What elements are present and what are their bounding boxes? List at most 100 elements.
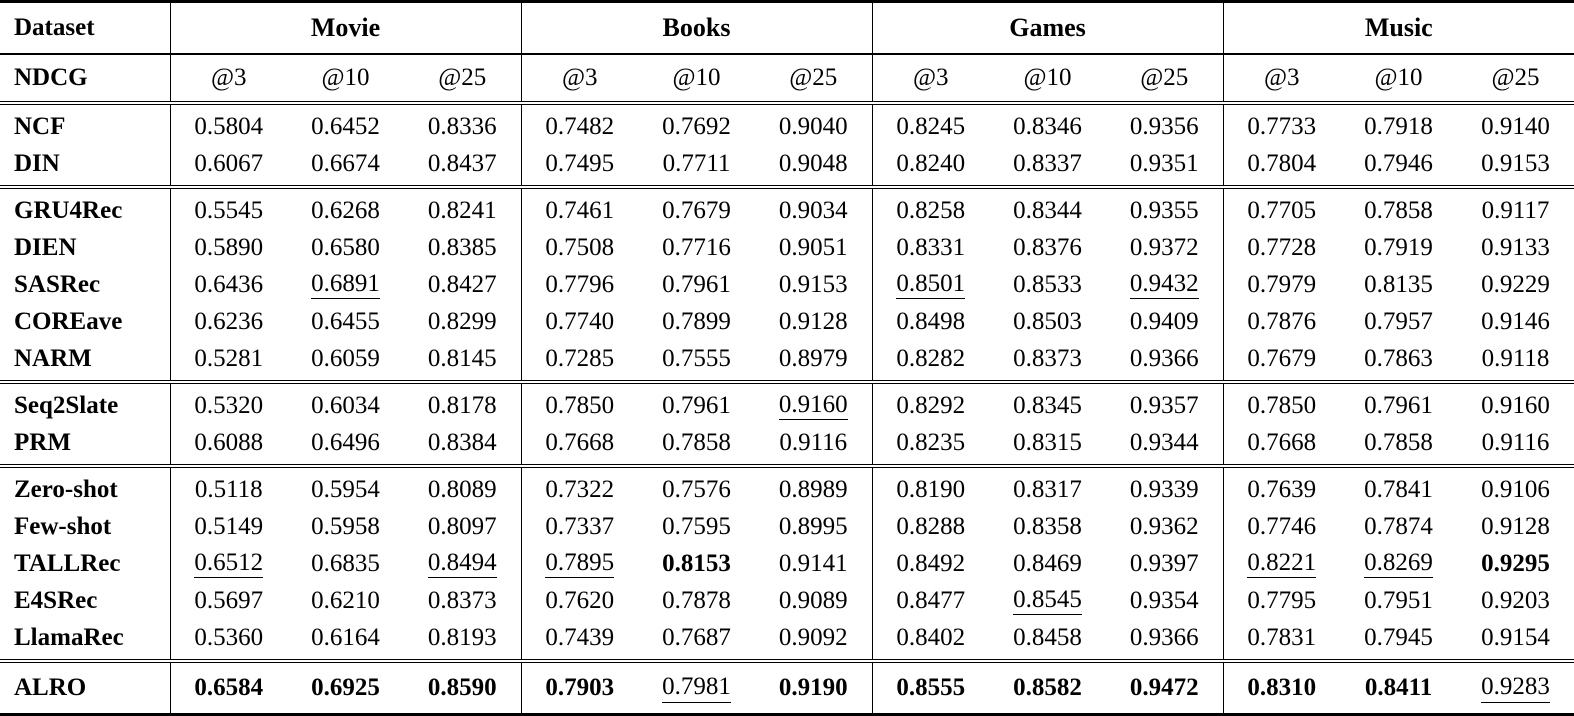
table-cell: 0.7804 (1223, 145, 1340, 187)
cell-value: 0.8545 (1013, 586, 1082, 616)
table-row-seq2slate: Seq2Slate 0.5320 0.6034 0.8178 0.7850 0.7961 0… (0, 380, 1574, 424)
metric-header-row: NDCG @3 @10 @25 @3 @10 @25 @3 @10 @25 @3 @10 @25 (0, 54, 1574, 103)
table-cell: 0.7285 (521, 340, 638, 382)
cell-value: 0.9133 (1481, 233, 1550, 261)
cell-value: 0.9356 (1129, 112, 1199, 140)
table-cell: 0.5281 (170, 340, 287, 382)
cell-value: 0.8317 (1013, 475, 1082, 503)
cell-value: 0.8346 (1013, 112, 1082, 140)
cell-value: 0.8555 (896, 674, 966, 702)
table-cell: 0.9190 (755, 659, 873, 715)
table-cell: 0.7337 (521, 508, 638, 545)
table-cell: 0.9339 (1106, 464, 1224, 508)
cell-value: 0.9344 (1129, 428, 1199, 456)
cell-value: 0.6088 (194, 428, 264, 456)
table-cell: 0.6067 (170, 145, 287, 187)
table-cell: 0.5149 (170, 508, 287, 545)
table-cell: 0.8995 (755, 508, 873, 545)
table-cell: 0.8241 (404, 185, 522, 229)
cell-value: 0.7918 (1364, 112, 1433, 140)
table-cell: 0.7918 (1340, 101, 1458, 145)
cell-value: 0.7850 (1247, 391, 1317, 419)
table-section-2: Seq2Slate 0.5320 0.6034 0.8178 0.7850 0.7961 0… (0, 380, 1574, 466)
table-row-gru4rec: GRU4Rec 0.5545 0.6268 0.8241 0.7461 0.7679 0.9… (0, 185, 1574, 229)
table-cell: 0.8269 (1340, 545, 1457, 582)
cell-value: 0.8235 (896, 428, 966, 456)
cell-value: 0.9092 (778, 623, 848, 651)
table-cell: 0.8345 (989, 380, 1107, 424)
table-cell: 0.7796 (521, 266, 638, 303)
cell-value: 0.8299 (427, 307, 497, 335)
cell-value: 0.9160 (1481, 391, 1550, 419)
cell-value: 0.9153 (1481, 149, 1550, 177)
cell-value: 0.7961 (662, 270, 731, 298)
table-cell: 0.8373 (404, 582, 522, 619)
cell-value: 0.6455 (311, 307, 380, 335)
table-cell: 0.7876 (1223, 303, 1340, 340)
table-cell: 0.9089 (755, 582, 873, 619)
table-cell: 0.7899 (638, 303, 755, 340)
table-cell: 0.9357 (1106, 380, 1224, 424)
metric-header-books-at10: @10 (672, 64, 721, 92)
cell-value: 0.7620 (545, 586, 615, 614)
table-cell: 0.7692 (638, 101, 755, 145)
cell-value: 0.7439 (545, 623, 615, 651)
table-cell: 0.7595 (638, 508, 755, 545)
table-cell: 0.7322 (521, 464, 638, 508)
table-cell: 0.6512 (170, 545, 287, 582)
table-cell: 0.7841 (1340, 464, 1458, 508)
cell-value: 0.7850 (545, 391, 615, 419)
cell-value: 0.8384 (427, 428, 497, 456)
table-cell: 0.7903 (521, 659, 638, 715)
table-cell: 0.8310 (1223, 659, 1341, 715)
table-cell: 0.7957 (1340, 303, 1457, 340)
table-cell: 0.5545 (170, 185, 287, 229)
table-cell: 0.5804 (170, 101, 287, 145)
table-row-e4srec: E4SRec 0.5697 0.6210 0.8373 0.7620 0.7878 0.90… (0, 582, 1574, 619)
cell-value: 0.7555 (662, 344, 731, 372)
cell-value: 0.8292 (896, 391, 966, 419)
metric-header-games-at3: @3 (913, 64, 949, 92)
table-cell: 0.8427 (404, 266, 522, 303)
cell-value: 0.7679 (1247, 344, 1317, 372)
cell-value: 0.7858 (1364, 428, 1433, 456)
table-cell: 0.7716 (638, 229, 755, 266)
table-cell: 0.7668 (521, 424, 638, 466)
cell-value: 0.7841 (1364, 475, 1433, 503)
table-cell: 0.7711 (638, 145, 755, 187)
table-cell: 0.8221 (1223, 545, 1340, 582)
table-cell: 0.9146 (1457, 303, 1574, 340)
cell-value: 0.7951 (1364, 586, 1433, 614)
cell-value: 0.9106 (1481, 475, 1550, 503)
metric-header-movie-at3: @3 (210, 64, 247, 92)
table-cell: 0.9116 (1457, 424, 1574, 466)
table-cell: 0.9153 (1457, 145, 1574, 187)
table-cell: 0.6059 (287, 340, 404, 382)
cell-value: 0.7903 (545, 674, 615, 702)
table-cell: 0.6455 (287, 303, 404, 340)
cell-value: 0.8190 (896, 475, 966, 503)
table-cell: 0.8235 (872, 424, 989, 466)
cell-value: 0.8979 (778, 344, 848, 372)
cell-value: 0.8373 (1013, 344, 1082, 372)
cell-value: 0.8178 (427, 391, 497, 419)
table-cell: 0.8245 (872, 101, 990, 145)
cell-value: 0.7863 (1364, 344, 1433, 372)
cell-value: 0.8089 (427, 475, 497, 503)
cell-value: 0.9409 (1129, 307, 1199, 335)
table-cell: 0.7858 (1340, 424, 1457, 466)
cell-value: 0.6164 (311, 623, 380, 651)
dataset-header-row: Dataset Movie Books Games Music (0, 1, 1574, 55)
table-cell: 0.7439 (521, 619, 638, 661)
cell-value: 0.7961 (1364, 391, 1433, 419)
table-cell: 0.9283 (1457, 659, 1574, 715)
table-cell: 0.8385 (404, 229, 522, 266)
cell-value: 0.6436 (194, 270, 264, 298)
table-cell: 0.7961 (1340, 380, 1458, 424)
cell-value: 0.8458 (1013, 623, 1082, 651)
table-cell: 0.7576 (638, 464, 755, 508)
cell-value: 0.8494 (427, 549, 497, 579)
cell-value: 0.8315 (1013, 428, 1082, 456)
cell-value: 0.6580 (311, 233, 380, 261)
